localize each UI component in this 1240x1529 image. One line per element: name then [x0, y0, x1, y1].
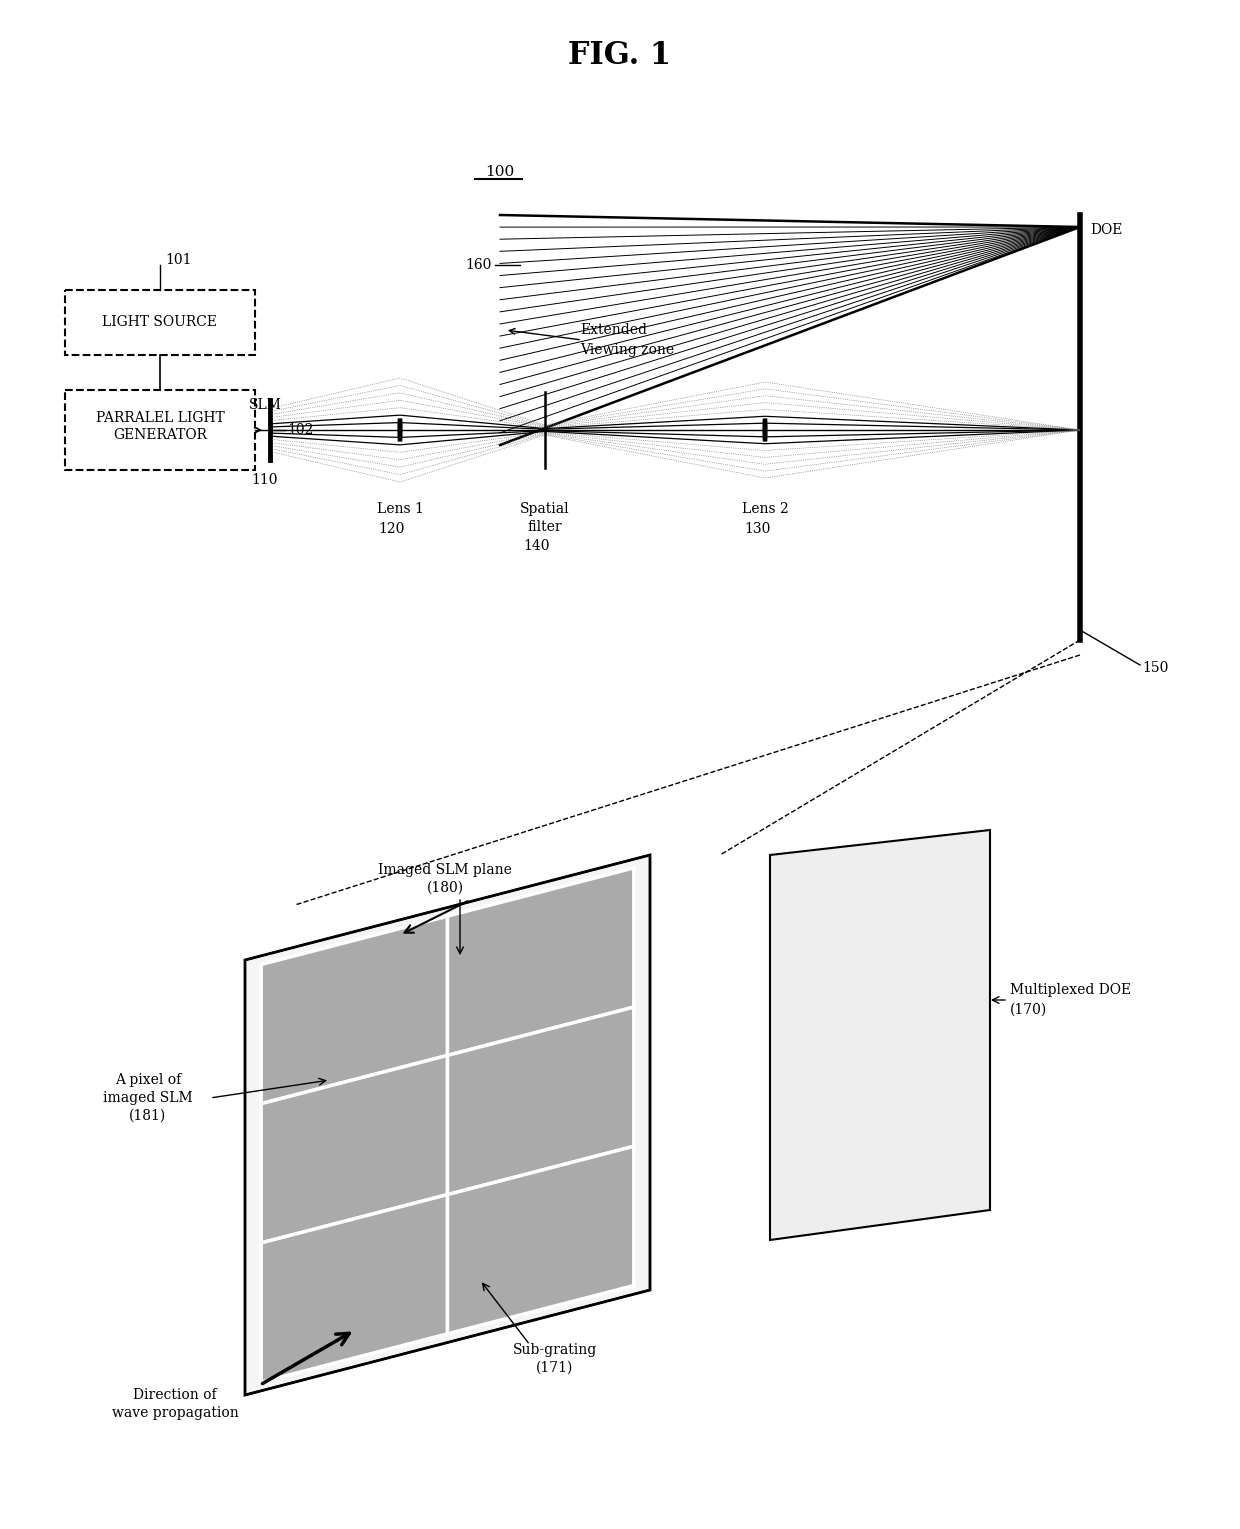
FancyBboxPatch shape [64, 291, 255, 355]
Text: 110: 110 [252, 472, 278, 488]
Text: FIG. 1: FIG. 1 [568, 40, 672, 70]
Polygon shape [246, 855, 650, 1394]
Polygon shape [262, 1055, 448, 1243]
Polygon shape [448, 1147, 634, 1333]
Text: (181): (181) [129, 1109, 166, 1122]
Text: 160: 160 [466, 258, 492, 272]
Text: GENERATOR: GENERATOR [113, 428, 207, 442]
Text: LIGHT SOURCE: LIGHT SOURCE [103, 315, 217, 330]
Polygon shape [262, 916, 448, 1104]
Text: A pixel of: A pixel of [115, 1073, 181, 1087]
Text: wave propagation: wave propagation [112, 1407, 238, 1420]
Polygon shape [770, 830, 990, 1240]
Text: Imaged SLM plane: Imaged SLM plane [378, 862, 512, 878]
Text: 100: 100 [485, 165, 515, 179]
Text: Multiplexed DOE: Multiplexed DOE [1011, 983, 1131, 997]
Text: Direction of: Direction of [133, 1388, 217, 1402]
Text: Viewing zone: Viewing zone [580, 342, 675, 356]
Text: (171): (171) [537, 1361, 574, 1375]
Text: (170): (170) [1011, 1003, 1048, 1017]
Text: Sub-grating: Sub-grating [513, 1342, 598, 1358]
Text: 101: 101 [165, 252, 191, 268]
Text: 150: 150 [1142, 661, 1168, 674]
Text: 102: 102 [286, 424, 314, 437]
Text: Lens 2: Lens 2 [742, 502, 789, 515]
Text: 120: 120 [378, 521, 405, 537]
Text: 130: 130 [744, 521, 770, 537]
Text: SLM: SLM [248, 398, 281, 411]
Text: Lens 1: Lens 1 [377, 502, 423, 515]
Text: 140: 140 [523, 540, 551, 553]
Text: (180): (180) [427, 881, 464, 894]
Polygon shape [262, 1194, 448, 1382]
Text: Extended: Extended [580, 323, 647, 336]
Polygon shape [448, 1008, 634, 1194]
FancyBboxPatch shape [64, 390, 255, 469]
Text: filter: filter [528, 520, 562, 534]
Text: DOE: DOE [1090, 223, 1122, 237]
Text: imaged SLM: imaged SLM [103, 1092, 192, 1105]
Text: Spatial: Spatial [521, 502, 570, 515]
Text: PARRALEL LIGHT: PARRALEL LIGHT [95, 411, 224, 425]
Polygon shape [448, 868, 634, 1055]
